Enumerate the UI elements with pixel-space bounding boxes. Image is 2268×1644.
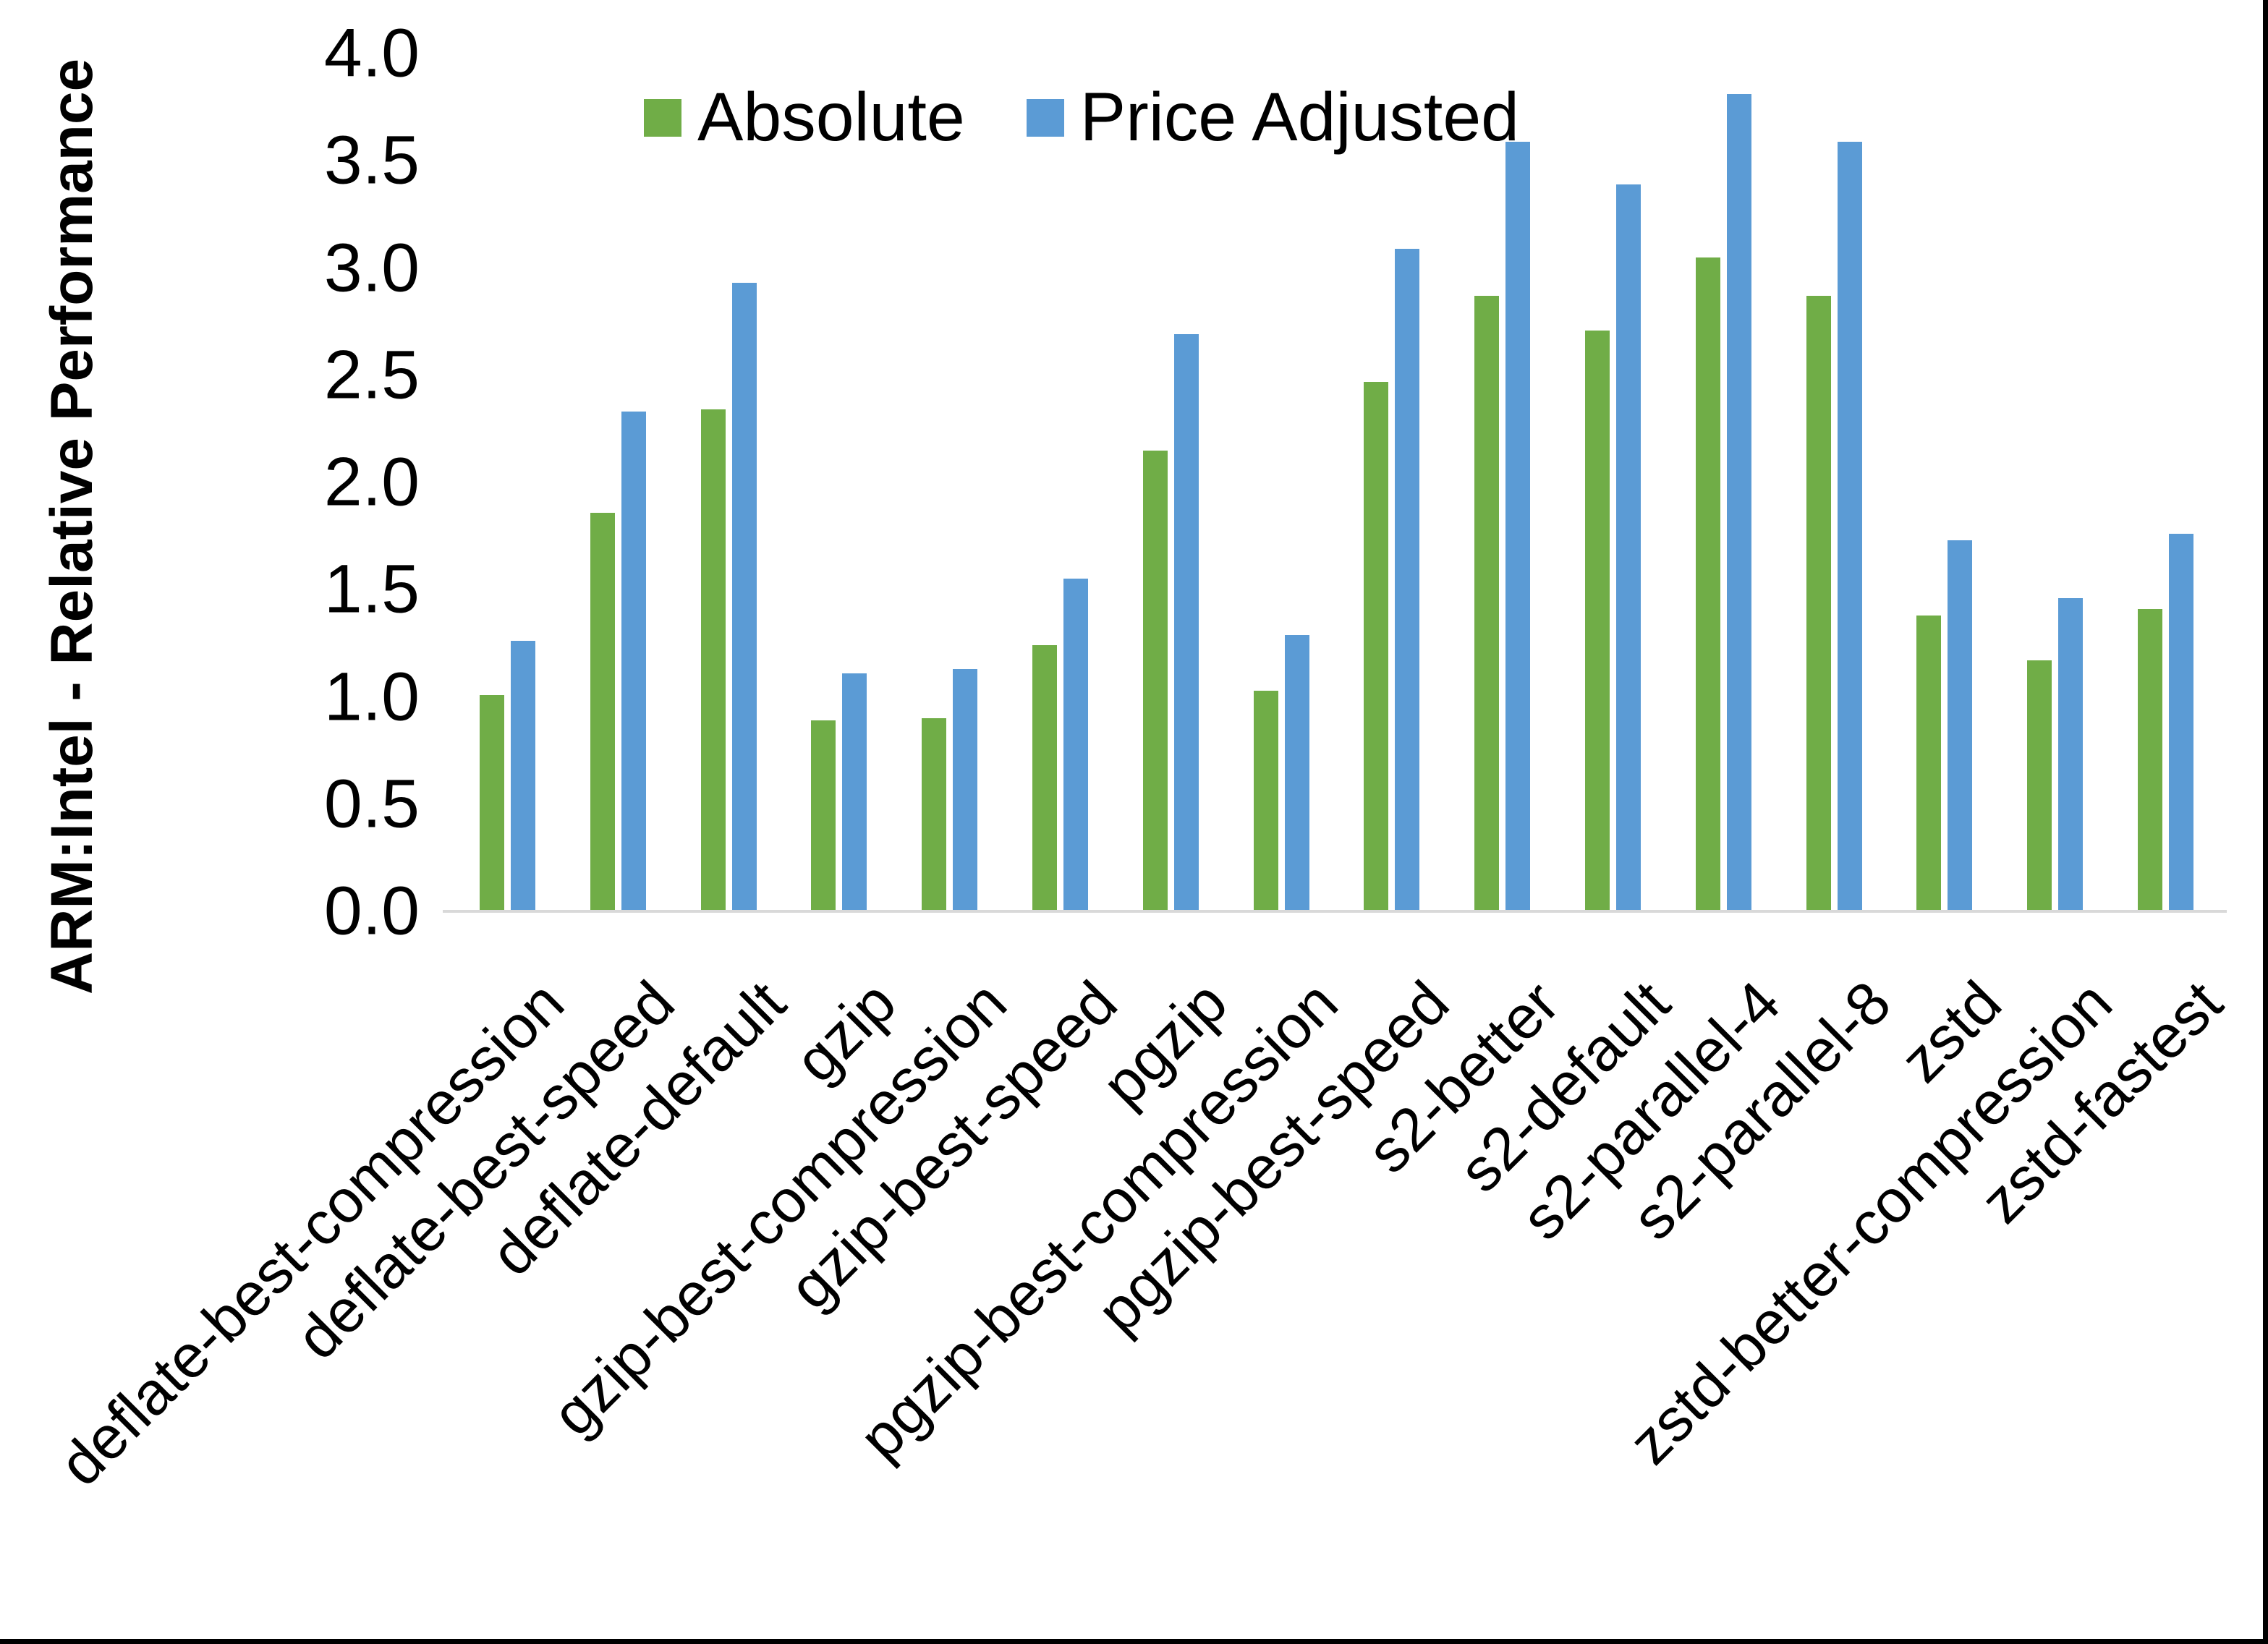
price-adjusted-bar — [842, 673, 867, 911]
bar-group-gzip — [783, 54, 894, 911]
absolute-bar — [1142, 450, 1168, 911]
absolute-bar — [1695, 257, 1720, 911]
absolute-bar — [811, 720, 836, 911]
bar-group-deflate-best-compression — [452, 54, 563, 911]
y-tick-label: 2.0 — [323, 443, 420, 521]
y-tick-label: 3.5 — [323, 122, 420, 199]
price-adjusted-bar — [2169, 534, 2194, 911]
absolute-bar — [1253, 690, 1278, 911]
legend-label: Absolute — [697, 79, 965, 156]
absolute-bar — [1585, 330, 1610, 911]
price-adjusted-bar — [510, 641, 535, 911]
y-axis-title: ARM:Intel - Relative Performance — [39, 58, 105, 995]
legend: Absolute Price Adjusted — [644, 78, 1519, 157]
bar-group-zstd-fastest — [2110, 54, 2221, 911]
price-adjusted-bar — [1395, 248, 1420, 911]
plot-area — [452, 54, 2221, 911]
price-adjusted-bar — [731, 283, 757, 911]
bar-group-zstd-better-compression — [2000, 54, 2110, 911]
bar-group-s2-parallel-8 — [1779, 54, 1890, 911]
bar-group-gzip-best-compression — [894, 54, 1005, 911]
absolute-bar — [2027, 660, 2052, 911]
absolute-bar — [479, 694, 504, 911]
absolute-bar — [1032, 645, 1057, 911]
y-tick-label: 0.0 — [323, 872, 420, 950]
absolute-bar — [1806, 296, 1831, 911]
bar-group-gzip-best-speed — [1005, 54, 1116, 911]
bar-group-zstd — [1890, 54, 2000, 911]
legend-label: Price Adjusted — [1079, 79, 1519, 156]
price-adjusted-bar — [2058, 598, 2084, 911]
price-adjusted-bar — [1505, 141, 1531, 911]
y-tick-label: 3.0 — [323, 229, 420, 306]
bar-group-s2-default — [1558, 54, 1668, 911]
y-tick-label: 1.5 — [323, 550, 420, 628]
legend-item-absolute: Absolute — [644, 78, 965, 157]
price-adjusted-bar — [1063, 579, 1088, 911]
bar-group-pgzip-best-compression — [1226, 54, 1337, 911]
y-tick-label: 0.5 — [323, 765, 420, 843]
absolute-bar — [2138, 608, 2163, 911]
price-adjusted-bar — [1173, 334, 1199, 911]
bar-group-pgzip-best-speed — [1337, 54, 1448, 911]
price-adjusted-bar — [621, 412, 646, 911]
bar-group-pgzip — [1116, 54, 1226, 911]
y-tick-label: 4.0 — [323, 14, 420, 92]
absolute-bar — [1364, 381, 1389, 911]
bar-group-s2-better — [1447, 54, 1558, 911]
price-adjusted-bar — [1284, 634, 1309, 911]
y-tick-label: 2.5 — [323, 336, 420, 414]
legend-swatch-absolute — [644, 98, 681, 137]
price-adjusted-bar — [1616, 184, 1641, 911]
absolute-bar — [922, 718, 947, 911]
legend-swatch-price-adjusted — [1026, 98, 1064, 137]
bar-group-deflate-best-speed — [563, 54, 674, 911]
legend-item-price-adjusted: Price Adjusted — [1026, 78, 1519, 157]
price-adjusted-bar — [1726, 94, 1751, 911]
absolute-bar — [1916, 615, 1942, 911]
price-adjusted-bar — [953, 668, 978, 911]
absolute-bar — [700, 409, 726, 911]
absolute-bar — [1474, 296, 1500, 911]
absolute-bar — [590, 512, 615, 911]
price-adjusted-bar — [1948, 540, 1973, 911]
bar-group-s2-parallel-4 — [1668, 54, 1779, 911]
price-adjusted-bar — [1837, 141, 1862, 911]
y-tick-label: 1.0 — [323, 658, 420, 735]
x-axis-line — [443, 910, 2227, 913]
bar-group-deflate-default — [674, 54, 784, 911]
